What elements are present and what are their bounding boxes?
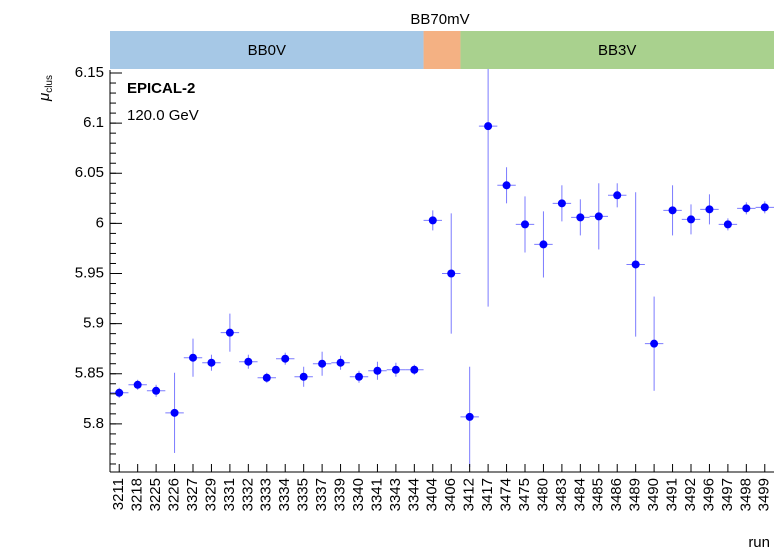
y-tick-label: 6.05: [75, 164, 104, 181]
data-point: [650, 339, 659, 348]
data-point: [594, 212, 603, 221]
x-tick-label: 3484: [571, 478, 588, 511]
data-point: [336, 358, 345, 367]
data-point: [391, 365, 400, 374]
x-tick-label: 3498: [737, 478, 754, 511]
x-tick-label: 3412: [461, 478, 478, 511]
x-tick-label: 3490: [645, 478, 662, 511]
x-tick-label: 3499: [756, 478, 773, 511]
data-point: [687, 215, 695, 224]
x-tick-label: 3497: [719, 478, 736, 511]
data-point: [557, 199, 566, 208]
band-label: BB3V: [598, 42, 636, 59]
data-point: [760, 203, 769, 212]
x-tick-label: 3474: [498, 478, 515, 511]
data-point: [170, 408, 179, 417]
band: [423, 31, 461, 69]
x-tick-label: 3337: [313, 478, 330, 511]
data-point: [207, 358, 216, 367]
y-tick-label: 5.85: [75, 365, 104, 382]
x-tick-label: 3489: [627, 478, 644, 511]
x-tick-label: 3496: [700, 478, 717, 511]
data-point: [225, 328, 234, 337]
x-tick-label: 3225: [147, 478, 164, 511]
band-label: BB0V: [248, 42, 286, 59]
data-point: [447, 269, 456, 278]
x-tick-label: 3218: [129, 478, 146, 511]
y-tick-label: 6.1: [83, 114, 104, 131]
data-point: [244, 357, 253, 366]
chart-title: BB70mV: [410, 11, 469, 28]
x-tick-label: 3480: [534, 478, 551, 511]
y-tick-label: 5.95: [75, 264, 104, 281]
data-point: [189, 353, 197, 362]
x-tick-label: 3491: [664, 478, 681, 511]
x-tick-label: 3485: [590, 478, 607, 511]
x-tick-label: 3331: [221, 478, 238, 511]
x-tick-label: 3344: [405, 478, 422, 511]
x-tick-label: 3226: [166, 478, 183, 511]
data-point: [262, 373, 271, 382]
data-point: [355, 372, 363, 381]
x-tick-label: 3492: [682, 478, 699, 511]
y-axis-symbol: μ: [36, 93, 53, 102]
data-point: [576, 213, 585, 222]
data-point: [705, 205, 714, 214]
y-axis-label: μclus: [36, 75, 55, 102]
x-tick-label: 3333: [258, 478, 275, 511]
x-tick-label: 3339: [332, 478, 349, 511]
x-tick-label: 3417: [479, 478, 496, 511]
y-tick-label: 5.8: [83, 415, 104, 432]
data-point: [373, 366, 382, 375]
y-tick-label: 5.9: [83, 315, 104, 332]
band: [460, 31, 774, 69]
data-point: [631, 260, 640, 269]
data-point: [613, 191, 622, 200]
data-point: [281, 354, 290, 363]
data-point: [318, 359, 327, 368]
data-point: [465, 412, 474, 421]
x-tick-label: 3483: [553, 478, 570, 511]
x-tick-label: 3329: [202, 478, 219, 511]
data-point: [502, 181, 511, 190]
data-point: [115, 388, 124, 397]
data-point: [133, 380, 142, 389]
annotation: EPICAL-2: [127, 80, 195, 97]
x-tick-label: 3332: [239, 478, 256, 511]
plot-area: [110, 69, 774, 467]
x-tick-label: 3343: [387, 478, 404, 511]
data-point: [299, 372, 308, 381]
y-tick-label: 6.15: [75, 64, 104, 81]
x-tick-label: 3406: [442, 478, 459, 511]
x-tick-label: 3327: [184, 478, 201, 511]
x-tick-label: 3486: [608, 478, 625, 511]
x-tick-label: 3334: [276, 478, 293, 511]
data-point: [152, 386, 161, 395]
data-point: [668, 206, 677, 215]
data-point: [723, 220, 732, 229]
data-point: [742, 204, 751, 213]
y-tick-label: 6: [96, 214, 104, 231]
annotation: 120.0 GeV: [127, 107, 199, 124]
data-point: [428, 216, 437, 225]
data-point: [484, 122, 493, 131]
x-tick-label: 3404: [424, 478, 441, 511]
data-point: [539, 240, 548, 249]
y-axis-subscript: clus: [44, 75, 55, 93]
x-tick-label: 3341: [368, 478, 385, 511]
data-point: [521, 220, 529, 229]
x-tick-label: 3335: [295, 478, 312, 511]
x-tick-label: 3340: [350, 478, 367, 511]
data-point: [410, 365, 419, 374]
x-tick-label: 3211: [110, 478, 127, 510]
band: [110, 31, 424, 69]
x-tick-label: 3475: [516, 478, 533, 511]
x-axis-label: run: [748, 534, 770, 551]
